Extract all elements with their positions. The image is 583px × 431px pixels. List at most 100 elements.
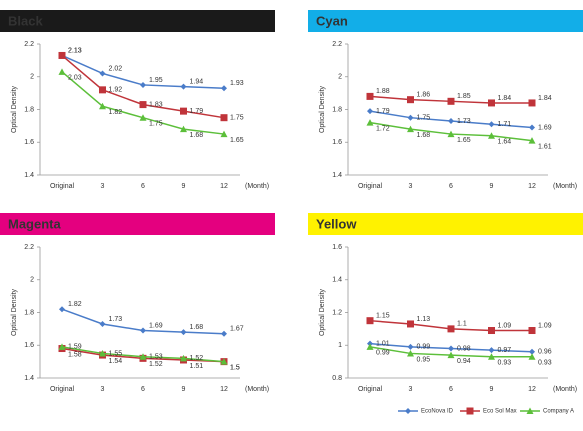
point (221, 330, 227, 337)
data-label: 0.93 (538, 360, 552, 367)
data-label: 1.52 (190, 355, 204, 362)
x-tick-label: 12 (220, 386, 228, 393)
data-label: 1.69 (149, 322, 163, 329)
legend-marker (466, 407, 474, 415)
point (220, 130, 228, 138)
data-label: 0.99 (417, 344, 431, 351)
point (366, 343, 374, 350)
data-label: 1.71 (498, 121, 512, 128)
data-label: 2.02 (109, 65, 123, 72)
legend-marker (526, 407, 534, 414)
y-tick-label: 2.2 (332, 41, 342, 48)
y-tick-label: 1 (338, 342, 342, 349)
x-tick-label: Original (358, 183, 383, 190)
data-label: 1.82 (68, 301, 82, 308)
data-label: 1.09 (498, 322, 512, 329)
data-label: 1.54 (109, 358, 123, 365)
x-tick-label: 3 (409, 183, 413, 190)
data-label: 1.84 (538, 95, 552, 102)
data-label: 2.13 (68, 47, 82, 54)
data-label: 1.86 (417, 92, 431, 99)
x-tick-label: 9 (182, 183, 186, 190)
point (407, 343, 414, 350)
data-label: 1.52 (149, 361, 163, 368)
point (99, 86, 106, 94)
point (528, 353, 536, 360)
y-tick-label: 1.8 (24, 106, 34, 113)
data-label: 1.61 (538, 143, 552, 150)
x-tick-label: 9 (490, 183, 494, 190)
x-tick-label: 6 (449, 386, 453, 393)
point (367, 108, 373, 115)
point (407, 125, 414, 133)
data-label: 1.5 (230, 364, 240, 371)
legend-label: EcoNova ID (421, 409, 454, 415)
x-tick-label: 12 (528, 183, 536, 190)
x-tick-label: Original (50, 386, 75, 393)
data-label: 1.88 (376, 88, 390, 95)
x-tick-label: 9 (182, 386, 186, 393)
y-tick-label: 1.6 (332, 139, 342, 146)
point (180, 329, 187, 336)
data-label: 1.15 (376, 313, 390, 320)
x-tick-label: 3 (409, 386, 413, 393)
data-label: 0.98 (457, 345, 471, 352)
point (488, 132, 495, 139)
data-label: 1.73 (457, 118, 471, 125)
legend-label: Eco Sol Max (483, 409, 517, 415)
y-tick-label: 1.6 (332, 244, 342, 251)
point (529, 124, 535, 131)
point (528, 137, 536, 144)
y-tick-label: 1.8 (332, 106, 342, 113)
y-tick-label: 1.4 (24, 375, 34, 382)
point (488, 121, 495, 128)
point (447, 351, 455, 359)
point (366, 119, 374, 126)
point (221, 85, 227, 92)
data-label: 1.69 (538, 124, 552, 131)
point (58, 343, 66, 350)
data-label: 0.96 (538, 349, 552, 356)
data-label: 0.94 (457, 358, 471, 365)
data-label: 1.84 (498, 95, 512, 102)
point (58, 68, 66, 75)
point (447, 97, 455, 105)
data-label: 1.75 (230, 115, 244, 122)
data-label: 1.1 (457, 321, 467, 328)
x-tick-label: 12 (220, 183, 228, 190)
x-axis-label: (Month) (245, 386, 269, 393)
point (488, 353, 495, 360)
point (180, 354, 187, 362)
point (180, 83, 187, 90)
data-label: 1.75 (417, 115, 431, 122)
panel-title: Cyan (316, 13, 348, 28)
panel-title: Magenta (8, 216, 62, 231)
point (139, 353, 147, 360)
y-tick-label: 2.2 (24, 244, 34, 251)
point (99, 70, 106, 77)
point (407, 320, 414, 328)
point (139, 114, 147, 121)
data-label: 1.82 (109, 109, 123, 116)
data-label: 1.85 (457, 93, 471, 100)
y-tick-label: 2 (30, 277, 34, 284)
data-label: 2.13 (68, 47, 82, 54)
point (220, 114, 228, 122)
data-label: 1.93 (230, 80, 244, 87)
panel-title: Black (8, 13, 43, 28)
point (58, 51, 66, 59)
y-tick-label: 1.6 (24, 342, 34, 349)
x-tick-label: 12 (528, 386, 536, 393)
data-label: 1.59 (68, 344, 82, 351)
x-tick-label: Original (50, 183, 75, 190)
data-label: 1.83 (149, 101, 163, 108)
point (448, 117, 454, 124)
y-tick-label: 2 (30, 74, 34, 81)
point (180, 125, 187, 133)
data-label: 1.67 (230, 326, 244, 333)
point (139, 101, 147, 109)
data-label: 1.09 (538, 322, 552, 329)
data-label: 1.13 (417, 316, 431, 323)
point (99, 349, 106, 357)
point (447, 130, 455, 138)
